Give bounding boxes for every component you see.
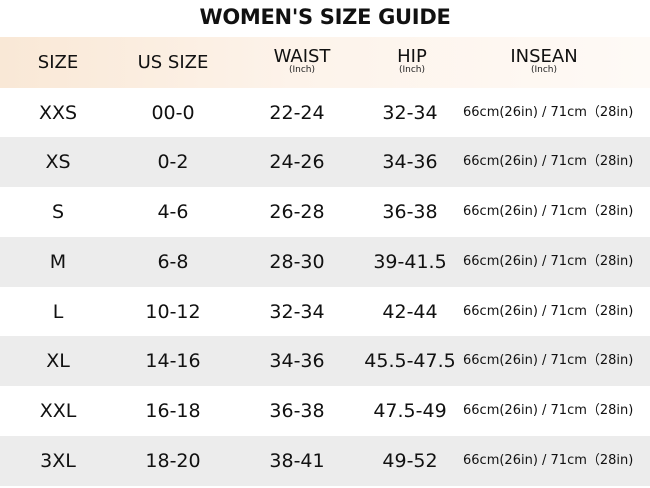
header-waist: WAIST (Inch) <box>247 37 357 88</box>
us-size-cell: 18-20 <box>145 450 201 472</box>
header-waist-unit: (Inch) <box>288 65 316 75</box>
us-size-cell: 4-6 <box>157 201 189 223</box>
header-hip-label: HIP <box>397 46 427 67</box>
hip-cell: 42-44 <box>382 301 438 323</box>
header-hip-unit: (Inch) <box>398 65 426 75</box>
header-insean-label: INSEAN <box>510 46 578 67</box>
hip-cell: 47.5-49 <box>373 400 447 422</box>
table-row: XXS 00-0 22-24 32-34 66cm(26in) / 71cm（2… <box>0 88 650 138</box>
size-cell: 3XL <box>40 450 76 472</box>
inseam-cell: 66cm(26in) / 71cm（28in) <box>463 105 634 120</box>
waist-cell: 36-38 <box>269 400 325 422</box>
waist-cell: 38-41 <box>269 450 325 472</box>
table-row: L 10-12 32-34 42-44 66cm(26in) / 71cm（28… <box>0 287 650 337</box>
table-row: XS 0-2 24-26 34-36 66cm(26in) / 71cm（28i… <box>0 137 650 187</box>
header-waist-label: WAIST <box>273 46 331 67</box>
inseam-cell: 66cm(26in) / 71cm（28in) <box>463 304 634 319</box>
us-size-cell: 10-12 <box>145 301 201 323</box>
size-cell: XXS <box>38 102 78 124</box>
waist-cell: 22-24 <box>269 102 325 124</box>
inseam-cell: 66cm(26in) / 71cm（28in) <box>463 453 634 468</box>
size-cell: XS <box>45 151 71 173</box>
inseam-cell: 66cm(26in) / 71cm（28in) <box>463 254 634 269</box>
header-us-size: US SIZE <box>118 37 228 88</box>
us-size-cell: 00-0 <box>151 102 195 124</box>
table-header: SIZE US SIZE WAIST (Inch) HIP (Inch) INS… <box>0 37 650 88</box>
size-cell: M <box>49 251 67 273</box>
page-title: WOMEN'S SIZE GUIDE <box>199 5 451 29</box>
inseam-cell: 66cm(26in) / 71cm（28in) <box>463 403 634 418</box>
size-cell: S <box>51 201 65 223</box>
header-us-size-label: US SIZE <box>137 52 209 73</box>
header-insean-unit: (Inch) <box>530 65 558 75</box>
header-size: SIZE <box>18 37 98 88</box>
table-row: S 4-6 26-28 36-38 66cm(26in) / 71cm（28in… <box>0 187 650 237</box>
inseam-cell: 66cm(26in) / 71cm（28in) <box>463 154 634 169</box>
us-size-cell: 14-16 <box>145 350 201 372</box>
hip-cell: 36-38 <box>382 201 438 223</box>
table-row: XXL 16-18 36-38 47.5-49 66cm(26in) / 71c… <box>0 386 650 436</box>
us-size-cell: 6-8 <box>157 251 189 273</box>
waist-cell: 28-30 <box>269 251 325 273</box>
waist-cell: 26-28 <box>269 201 325 223</box>
us-size-cell: 16-18 <box>145 400 201 422</box>
waist-cell: 32-34 <box>269 301 325 323</box>
inseam-cell: 66cm(26in) / 71cm（28in) <box>463 204 634 219</box>
table-row: 3XL 18-20 38-41 49-52 66cm(26in) / 71cm（… <box>0 436 650 486</box>
table-row: M 6-8 28-30 39-41.5 66cm(26in) / 71cm（28… <box>0 237 650 287</box>
size-cell: XXL <box>39 400 77 422</box>
table-row: XL 14-16 34-36 45.5-47.5 66cm(26in) / 71… <box>0 336 650 386</box>
header-hip: HIP (Inch) <box>357 37 467 88</box>
hip-cell: 49-52 <box>382 450 438 472</box>
size-cell: L <box>52 301 64 323</box>
header-insean: INSEAN (Inch) <box>474 37 614 88</box>
hip-cell: 34-36 <box>382 151 438 173</box>
waist-cell: 24-26 <box>269 151 325 173</box>
size-cell: XL <box>46 350 70 372</box>
waist-cell: 34-36 <box>269 350 325 372</box>
hip-cell: 45.5-47.5 <box>364 350 456 372</box>
hip-cell: 32-34 <box>382 102 438 124</box>
inseam-cell: 66cm(26in) / 71cm（28in) <box>463 353 634 368</box>
header-size-label: SIZE <box>37 52 79 73</box>
hip-cell: 39-41.5 <box>373 251 447 273</box>
us-size-cell: 0-2 <box>157 151 189 173</box>
